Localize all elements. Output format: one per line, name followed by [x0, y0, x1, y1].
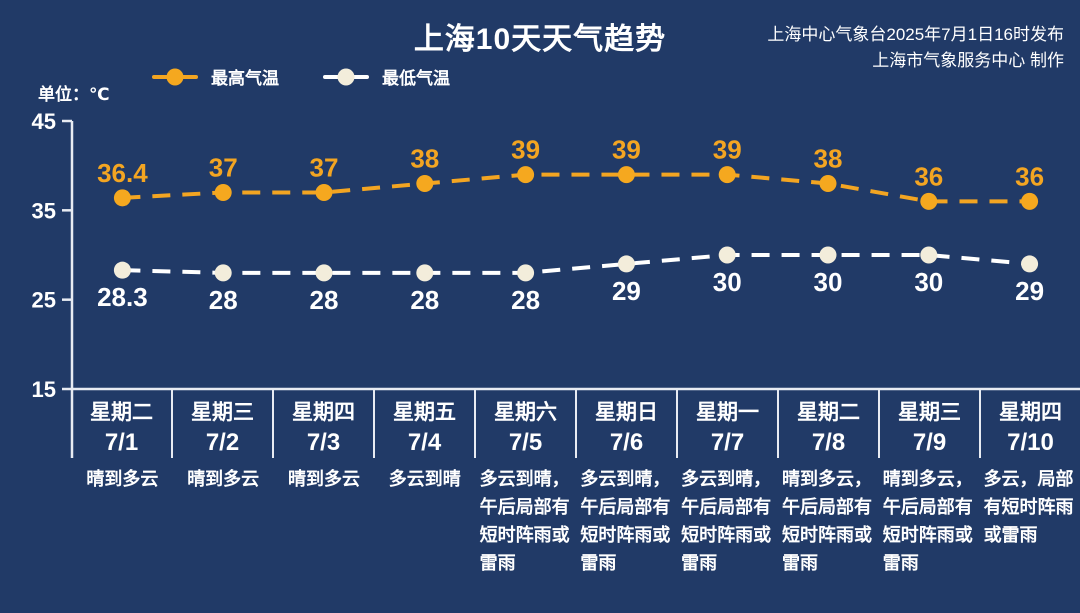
weather-desc-cell: 多云到晴 [374, 458, 475, 577]
weather-desc: 晴到多云 [187, 469, 260, 489]
svg-text:39: 39 [713, 135, 742, 165]
page-title: 上海10天天气趋势 [413, 23, 667, 56]
date-label: 7/2 [205, 429, 240, 456]
weather-desc: 晴到多云，午后局部有短时阵雨或雷雨 [781, 469, 872, 573]
day-column: 星期日 7/6 [577, 389, 678, 458]
low-temp-legend-icon [323, 68, 369, 86]
date-label: 7/8 [811, 429, 846, 456]
svg-text:29: 29 [1015, 276, 1044, 306]
weather-desc-cell: 晴到多云 [173, 458, 274, 577]
svg-text:39: 39 [612, 135, 641, 165]
svg-text:39: 39 [511, 135, 540, 165]
svg-text:30: 30 [814, 267, 843, 297]
day-table: 星期二 7/1 星期三 7/2 星期四 7/3 星期五 7/4 星期六 7/5 … [72, 389, 1080, 458]
date-label: 7/4 [407, 429, 442, 456]
weather-desc: 晴到多云 [287, 469, 360, 489]
svg-text:15: 15 [32, 377, 56, 402]
svg-text:30: 30 [713, 267, 742, 297]
weekday-label: 星期二 [90, 401, 153, 424]
weather-desc-cell: 多云到晴，午后局部有短时阵雨或雷雨 [475, 458, 576, 577]
weekday-label: 星期四 [999, 401, 1062, 424]
weather-desc-cell: 多云，局部有短时阵雨或雷雨 [979, 458, 1080, 577]
svg-text:28: 28 [209, 285, 238, 315]
weather-desc-cell: 多云到晴，午后局部有短时阵雨或雷雨 [576, 458, 677, 577]
weather-desc: 多云到晴，午后局部有短时阵雨或雷雨 [479, 469, 570, 573]
day-column: 星期四 7/3 [274, 389, 375, 458]
weather-desc: 多云到晴 [388, 469, 461, 489]
weather-desc-cell: 晴到多云 [274, 458, 375, 577]
weekday-label: 星期三 [898, 401, 961, 424]
weekday-label: 星期日 [595, 401, 658, 424]
weather-desc: 多云，局部有短时阵雨或雷雨 [983, 469, 1074, 545]
weather-desc-cell: 多云到晴，午后局部有短时阵雨或雷雨 [677, 458, 778, 577]
high-temp-legend-icon [152, 68, 198, 86]
date-label: 7/10 [1007, 429, 1054, 456]
svg-text:45: 45 [32, 109, 56, 134]
date-label: 7/1 [104, 429, 139, 456]
date-label: 7/6 [609, 429, 644, 456]
svg-text:28.3: 28.3 [97, 282, 148, 312]
date-label: 7/5 [508, 429, 543, 456]
svg-text:36: 36 [914, 161, 943, 191]
weather-desc-cell: 晴到多云 [72, 458, 173, 577]
day-column: 星期一 7/7 [678, 389, 779, 458]
svg-text:25: 25 [32, 288, 56, 313]
svg-text:36.4: 36.4 [97, 158, 148, 188]
attribution: 上海中心气象台2025年7月1日16时发布 上海市气象服务中心 制作 [767, 22, 1064, 74]
attribution-line-1: 上海中心气象台2025年7月1日16时发布 [767, 25, 1064, 44]
weather-desc: 晴到多云，午后局部有短时阵雨或雷雨 [882, 469, 973, 573]
weekday-label: 星期三 [191, 401, 254, 424]
weather-desc: 多云到晴，午后局部有短时阵雨或雷雨 [580, 469, 671, 573]
weekday-label: 星期五 [393, 401, 456, 424]
svg-text:30: 30 [914, 267, 943, 297]
svg-text:36: 36 [1015, 161, 1044, 191]
date-label: 7/7 [710, 429, 745, 456]
legend-item-high-label: 最高气温 [211, 69, 279, 88]
weekday-label: 星期四 [292, 401, 355, 424]
unit-label: 单位：℃ [38, 85, 110, 104]
weekday-label: 星期六 [494, 401, 557, 424]
weather-desc: 多云到晴，午后局部有短时阵雨或雷雨 [681, 469, 772, 573]
day-column: 星期四 7/10 [981, 389, 1080, 458]
legend-item-low: 最低气温 [323, 64, 450, 89]
legend-item-low-label: 最低气温 [382, 69, 450, 88]
day-column: 星期二 7/8 [779, 389, 880, 458]
date-label: 7/9 [912, 429, 947, 456]
svg-text:38: 38 [814, 144, 843, 174]
svg-text:38: 38 [410, 144, 439, 174]
day-column: 星期五 7/4 [375, 389, 476, 458]
svg-text:35: 35 [32, 198, 56, 223]
svg-text:28: 28 [410, 285, 439, 315]
day-column: 星期六 7/5 [476, 389, 577, 458]
day-column: 星期三 7/2 [173, 389, 274, 458]
svg-text:28: 28 [511, 285, 540, 315]
svg-text:37: 37 [209, 152, 238, 182]
weather-desc-row: 晴到多云 晴到多云 晴到多云 多云到晴 多云到晴，午后局部有短时阵雨或雷雨 多云… [72, 458, 1080, 577]
attribution-line-2: 上海市气象服务中心 制作 [872, 51, 1064, 70]
weather-desc-cell: 晴到多云，午后局部有短时阵雨或雷雨 [778, 458, 879, 577]
weekday-label: 星期二 [797, 401, 860, 424]
legend-item-high: 最高气温 [152, 64, 279, 89]
svg-text:37: 37 [310, 152, 339, 182]
date-label: 7/3 [306, 429, 341, 456]
day-column: 星期二 7/1 [72, 389, 173, 458]
svg-text:28: 28 [310, 285, 339, 315]
weekday-label: 星期一 [696, 401, 759, 424]
day-column: 星期三 7/9 [880, 389, 981, 458]
weather-desc: 晴到多云 [86, 469, 159, 489]
legend: 最高气温 最低气温 [152, 64, 450, 89]
weather-desc-cell: 晴到多云，午后局部有短时阵雨或雷雨 [878, 458, 979, 577]
svg-text:29: 29 [612, 276, 641, 306]
